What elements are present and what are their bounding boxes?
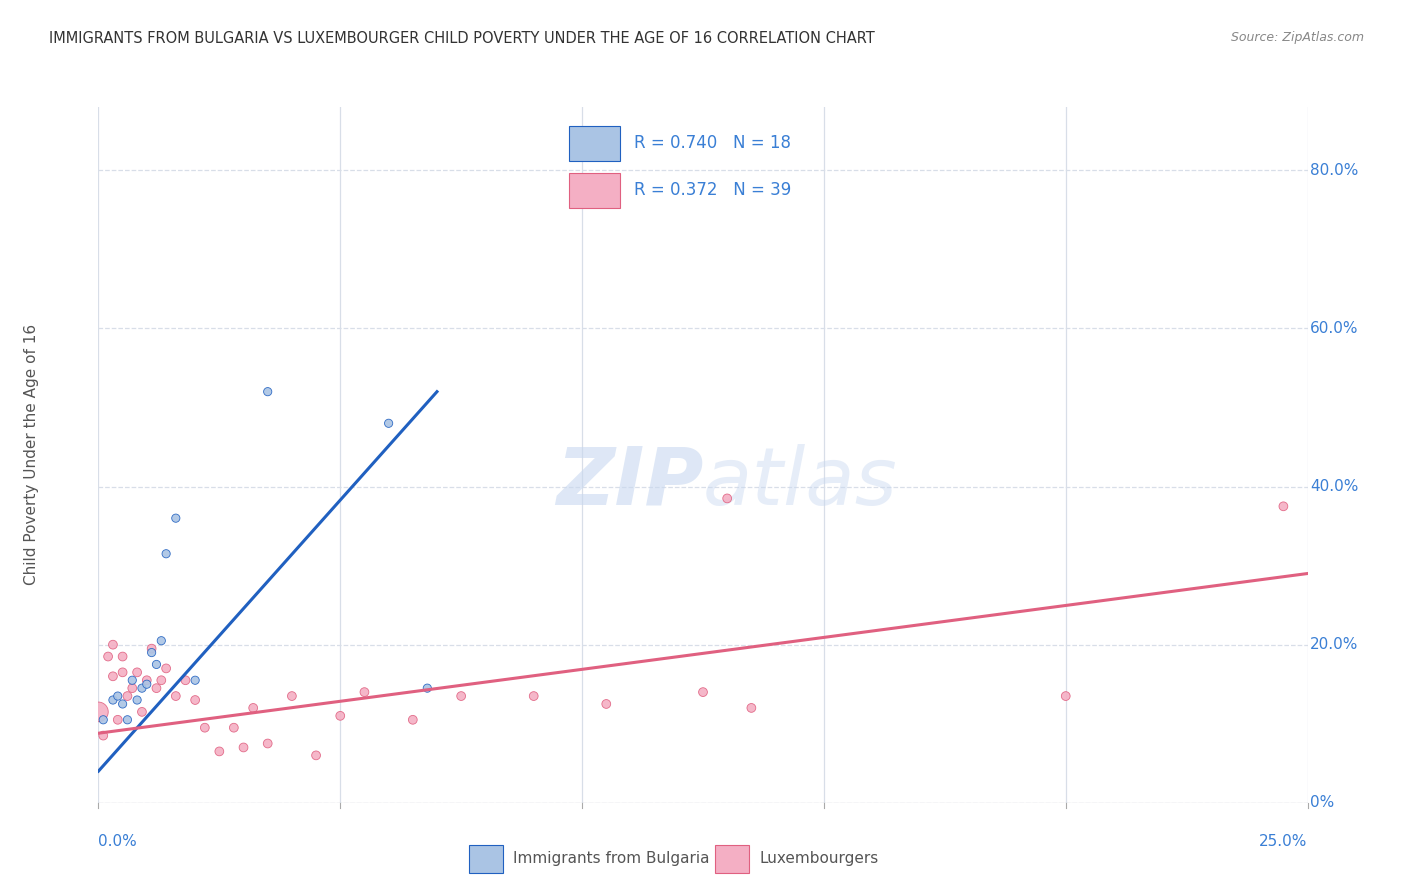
Point — [101, 669, 124, 683]
Text: 60.0%: 60.0% — [1310, 321, 1358, 336]
Point — [155, 661, 177, 675]
Point — [450, 689, 472, 703]
Point — [402, 713, 425, 727]
Point — [740, 701, 762, 715]
Text: IMMIGRANTS FROM BULGARIA VS LUXEMBOURGER CHILD POVERTY UNDER THE AGE OF 16 CORRE: IMMIGRANTS FROM BULGARIA VS LUXEMBOURGER… — [49, 31, 875, 46]
Point — [135, 677, 157, 691]
Text: Source: ZipAtlas.com: Source: ZipAtlas.com — [1230, 31, 1364, 45]
Point — [222, 721, 245, 735]
Point — [131, 705, 153, 719]
Point — [141, 646, 163, 660]
Point — [127, 693, 149, 707]
Point — [107, 713, 129, 727]
Text: 0.0%: 0.0% — [98, 834, 138, 849]
Text: 0%: 0% — [1310, 796, 1334, 810]
Point — [208, 744, 231, 758]
Text: Immigrants from Bulgaria: Immigrants from Bulgaria — [513, 851, 710, 866]
Point — [256, 384, 278, 399]
Point — [97, 649, 120, 664]
Point — [692, 685, 714, 699]
Point — [117, 689, 139, 703]
Point — [121, 681, 143, 695]
Point — [184, 673, 207, 688]
Point — [595, 697, 617, 711]
FancyBboxPatch shape — [716, 845, 749, 872]
Point — [1272, 500, 1295, 514]
Point — [150, 633, 173, 648]
Point — [111, 665, 134, 680]
Point — [281, 689, 304, 703]
Point — [256, 737, 278, 751]
Text: 25.0%: 25.0% — [1260, 834, 1308, 849]
Point — [242, 701, 264, 715]
Point — [165, 689, 187, 703]
Point — [305, 748, 328, 763]
Point — [101, 693, 124, 707]
Point — [131, 681, 153, 695]
Point — [145, 681, 167, 695]
Text: 20.0%: 20.0% — [1310, 637, 1358, 652]
Point — [416, 681, 439, 695]
Point — [101, 638, 124, 652]
Point — [111, 697, 134, 711]
Point — [523, 689, 546, 703]
Point — [184, 693, 207, 707]
Point — [145, 657, 167, 672]
Point — [127, 665, 149, 680]
Point — [377, 417, 399, 431]
Text: 80.0%: 80.0% — [1310, 163, 1358, 178]
Point — [150, 673, 173, 688]
Point — [329, 708, 352, 723]
Text: atlas: atlas — [703, 443, 898, 522]
Point — [1054, 689, 1077, 703]
Point — [155, 547, 177, 561]
Point — [141, 641, 163, 656]
Point — [107, 689, 129, 703]
Point — [117, 713, 139, 727]
Text: 40.0%: 40.0% — [1310, 479, 1358, 494]
Text: ZIP: ZIP — [555, 443, 703, 522]
Point — [353, 685, 375, 699]
Point — [91, 729, 114, 743]
Point — [87, 705, 110, 719]
FancyBboxPatch shape — [470, 845, 503, 872]
Point — [111, 649, 134, 664]
Point — [194, 721, 217, 735]
Point — [121, 673, 143, 688]
Point — [91, 713, 114, 727]
Text: Luxembourgers: Luxembourgers — [759, 851, 879, 866]
Point — [716, 491, 738, 506]
Point — [174, 673, 197, 688]
Point — [232, 740, 254, 755]
Point — [135, 673, 157, 688]
Text: Child Poverty Under the Age of 16: Child Poverty Under the Age of 16 — [24, 325, 39, 585]
Point — [165, 511, 187, 525]
